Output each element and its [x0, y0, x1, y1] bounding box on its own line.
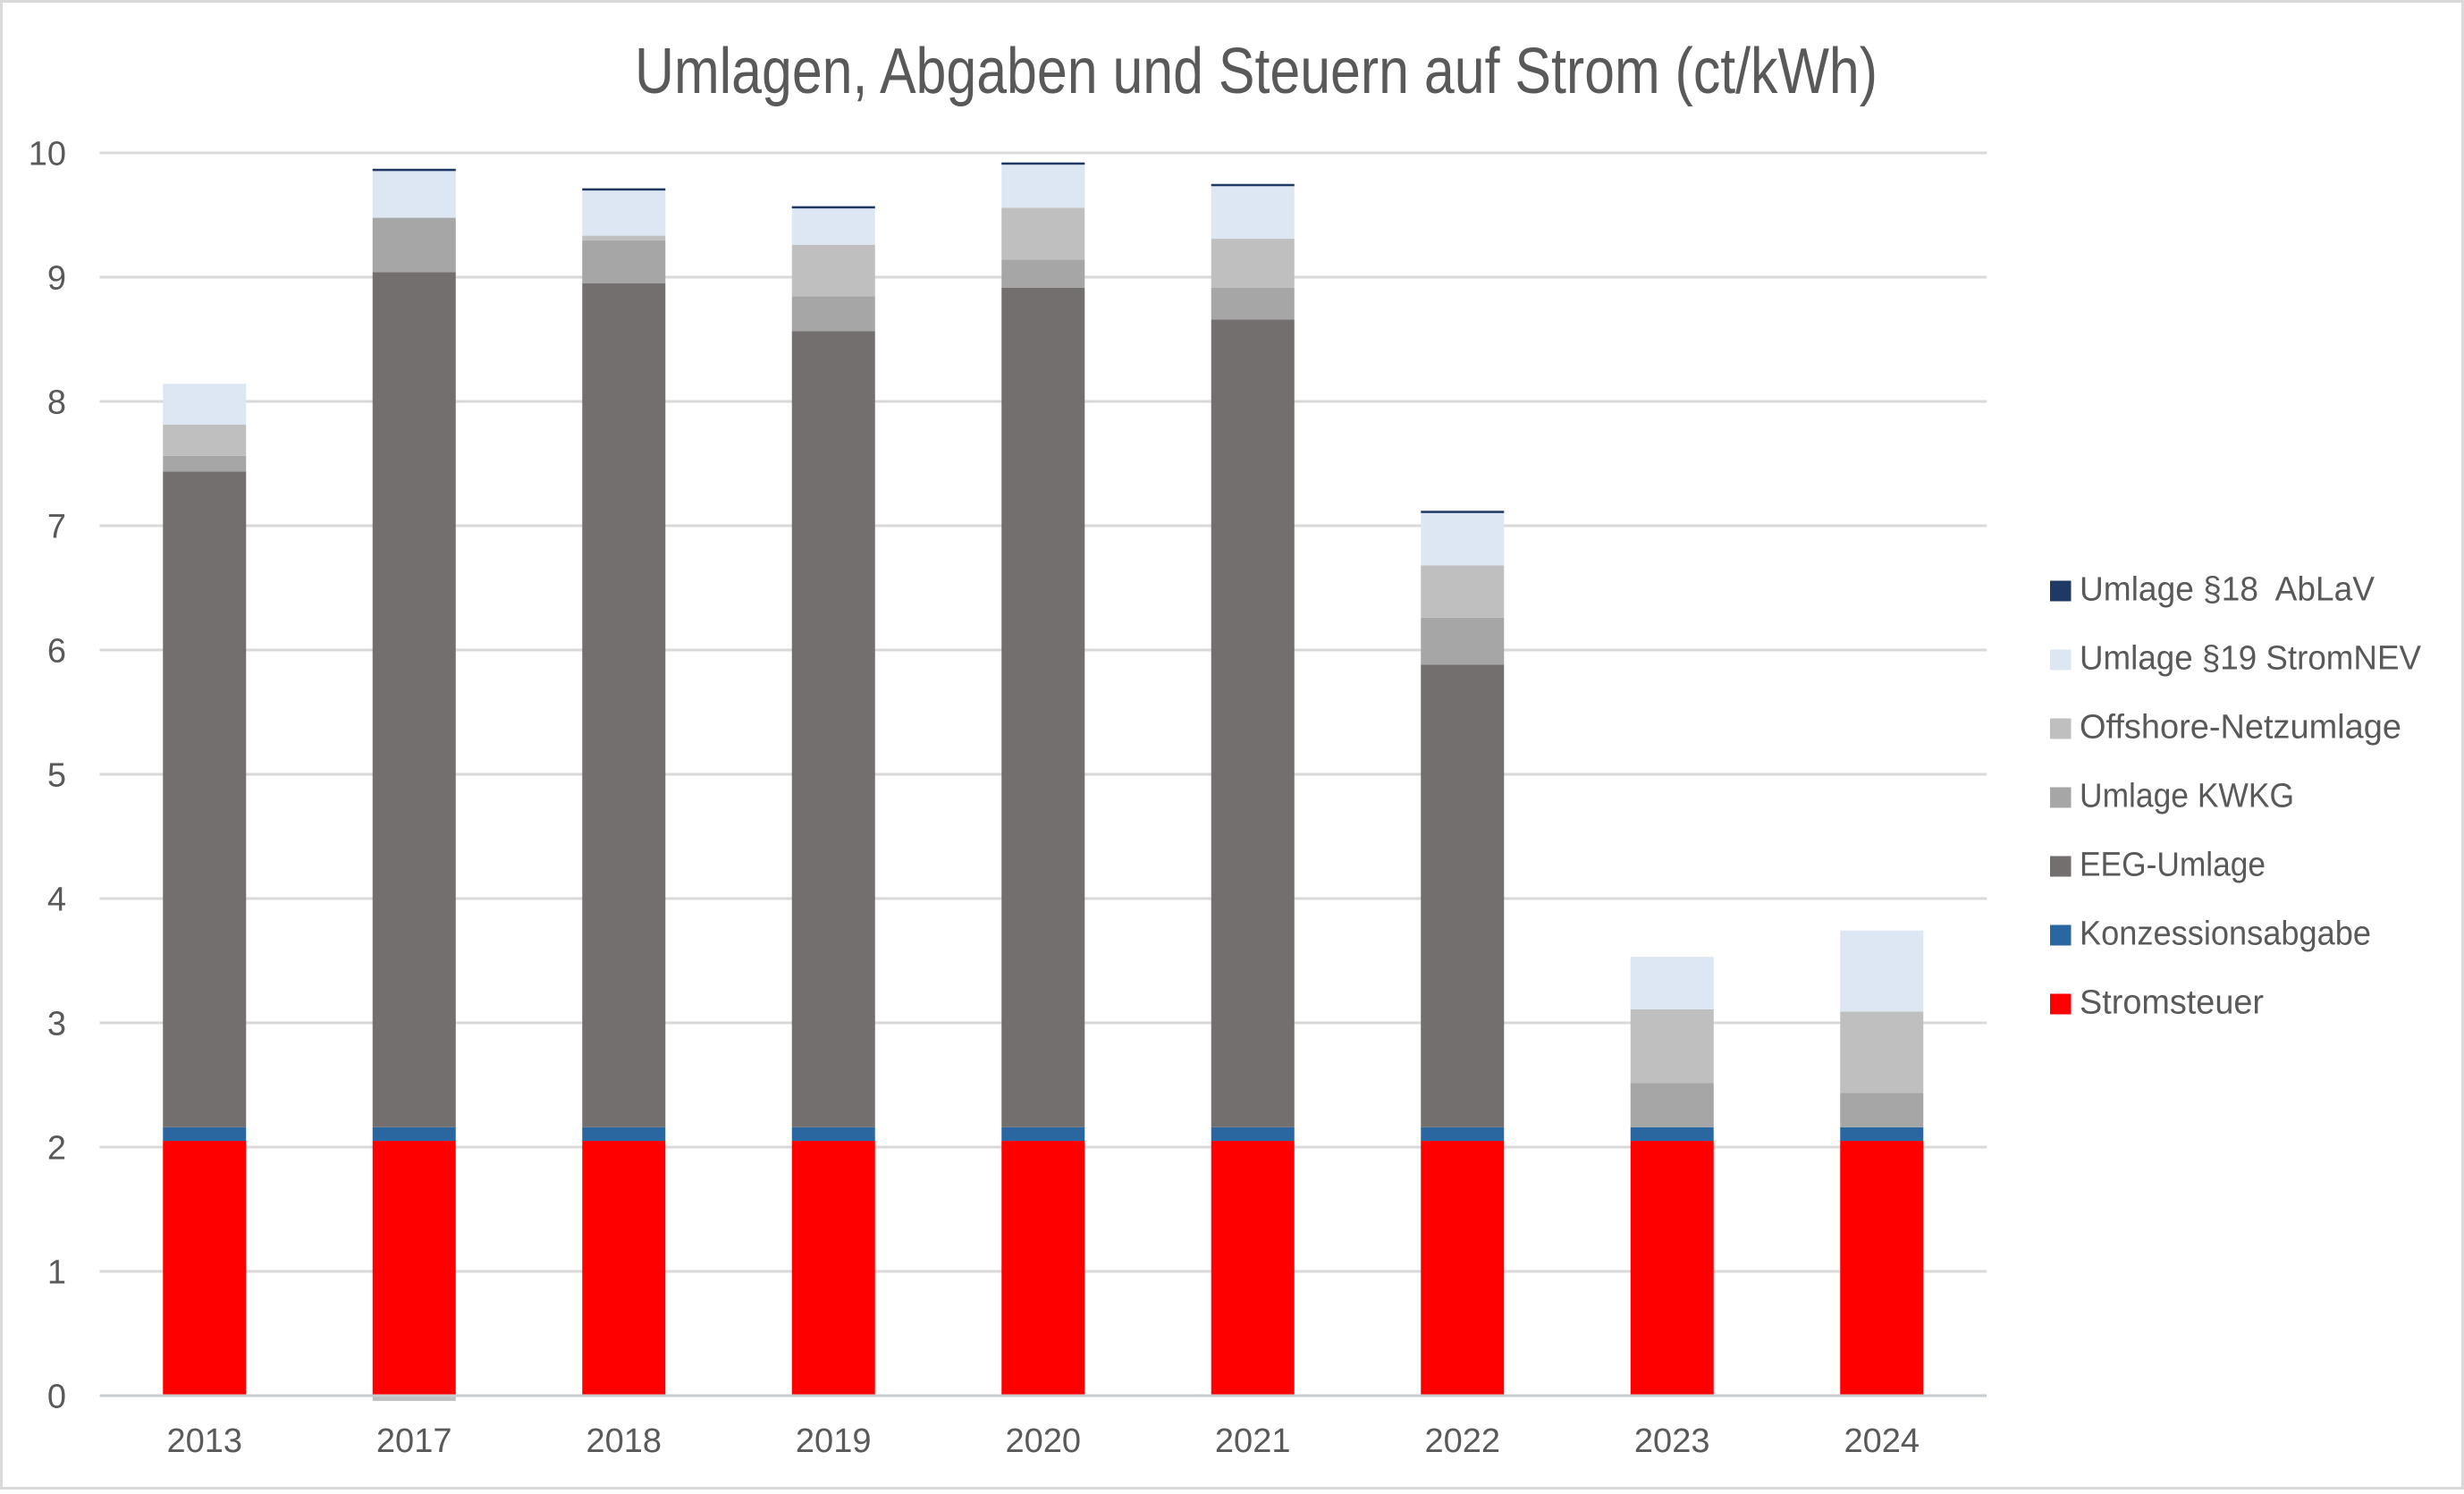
svg-text:7: 7 — [47, 509, 66, 546]
svg-text:5: 5 — [47, 757, 66, 795]
svg-text:6: 6 — [47, 633, 66, 671]
svg-text:3: 3 — [47, 1006, 66, 1043]
svg-text:9: 9 — [47, 260, 66, 298]
svg-text:2021: 2021 — [1215, 1422, 1291, 1460]
svg-text:Umlage KWKG: Umlage KWKG — [2080, 778, 2294, 815]
svg-text:10: 10 — [29, 136, 66, 173]
svg-text:Umlage §18 AbLaV: Umlage §18 AbLaV — [2080, 571, 2375, 609]
svg-text:2018: 2018 — [586, 1422, 662, 1460]
svg-text:Konzessionsabgabe: Konzessionsabgabe — [2080, 916, 2371, 953]
svg-text:1: 1 — [47, 1254, 66, 1292]
svg-text:2013: 2013 — [167, 1422, 243, 1460]
svg-text:2023: 2023 — [1634, 1422, 1710, 1460]
svg-text:2022: 2022 — [1425, 1422, 1501, 1460]
svg-text:8: 8 — [47, 384, 66, 422]
svg-text:Umlagen, Abgaben und Steuern a: Umlagen, Abgaben und Steuern auf Strom (… — [635, 36, 1878, 107]
svg-text:2: 2 — [47, 1130, 66, 1168]
svg-text:Umlage §19 StromNEV: Umlage §19 StromNEV — [2080, 640, 2422, 678]
svg-text:EEG-Umlage: EEG-Umlage — [2080, 847, 2266, 884]
svg-text:0: 0 — [47, 1379, 66, 1416]
svg-text:Offshore-Netzumlage: Offshore-Netzumlage — [2080, 709, 2401, 747]
svg-text:4: 4 — [47, 882, 66, 919]
svg-text:Stromsteuer: Stromsteuer — [2080, 984, 2264, 1022]
svg-text:2017: 2017 — [376, 1422, 452, 1460]
svg-text:2020: 2020 — [1006, 1422, 1082, 1460]
svg-text:2024: 2024 — [1844, 1422, 1920, 1460]
svg-text:2019: 2019 — [796, 1422, 872, 1460]
